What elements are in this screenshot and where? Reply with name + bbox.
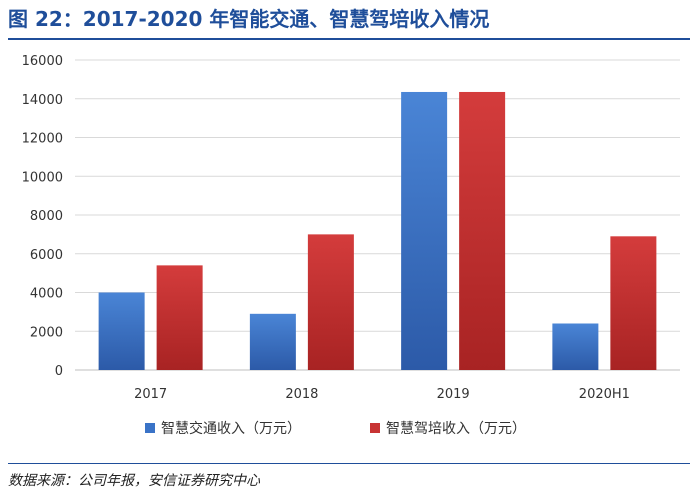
legend-label: 智慧驾培收入（万元）: [386, 421, 526, 437]
x-tick-label: 2019: [437, 387, 470, 402]
bar-smart-driving-2019: [459, 91, 506, 370]
bar-smart-driving-2017: [156, 265, 203, 370]
bar-smart-driving-2018: [307, 234, 354, 370]
y-tick-label: 10000: [22, 170, 63, 185]
title-divider: [8, 38, 690, 40]
x-tick-label: 2018: [285, 387, 318, 402]
x-tick-label: 2020H1: [579, 387, 630, 402]
chart-title: 图 22：2017-2020 年智能交通、智慧驾培收入情况: [8, 7, 490, 31]
y-axis-ticks: 0 2000 4000 6000 8000 10000 12000 14000 16000: [22, 54, 63, 379]
bar-smart-traffic-2019: [401, 91, 448, 370]
y-tick-label: 6000: [30, 248, 63, 263]
bar-smart-driving-2020H1: [610, 236, 657, 370]
bar-smart-traffic-2017: [98, 292, 145, 370]
legend-swatch: [145, 423, 155, 433]
source-divider: [8, 463, 690, 464]
bars: [98, 91, 657, 370]
y-tick-label: 2000: [30, 325, 63, 340]
y-tick-label: 14000: [22, 93, 63, 108]
bar-smart-traffic-2020H1: [552, 323, 599, 370]
bar-chart: 0 2000 4000 6000 8000 10000 12000 14000 16000 20…: [22, 54, 680, 437]
legend-swatch: [370, 423, 380, 433]
legend: 智慧交通收入（万元） 智慧驾培收入（万元）: [145, 420, 526, 437]
y-tick-label: 16000: [22, 54, 63, 69]
y-tick-label: 4000: [30, 287, 63, 302]
legend-label: 智慧交通收入（万元）: [161, 420, 301, 437]
y-tick-label: 12000: [22, 132, 63, 147]
y-tick-label: 0: [55, 364, 63, 379]
y-tick-label: 8000: [30, 209, 63, 224]
bar-smart-traffic-2018: [249, 313, 296, 370]
data-source-note: 数据来源：公司年报，安信证券研究中心: [8, 473, 260, 489]
x-tick-label: 2017: [134, 387, 167, 402]
x-axis-ticks: 2017 2018 2019 2020H1: [134, 387, 630, 402]
